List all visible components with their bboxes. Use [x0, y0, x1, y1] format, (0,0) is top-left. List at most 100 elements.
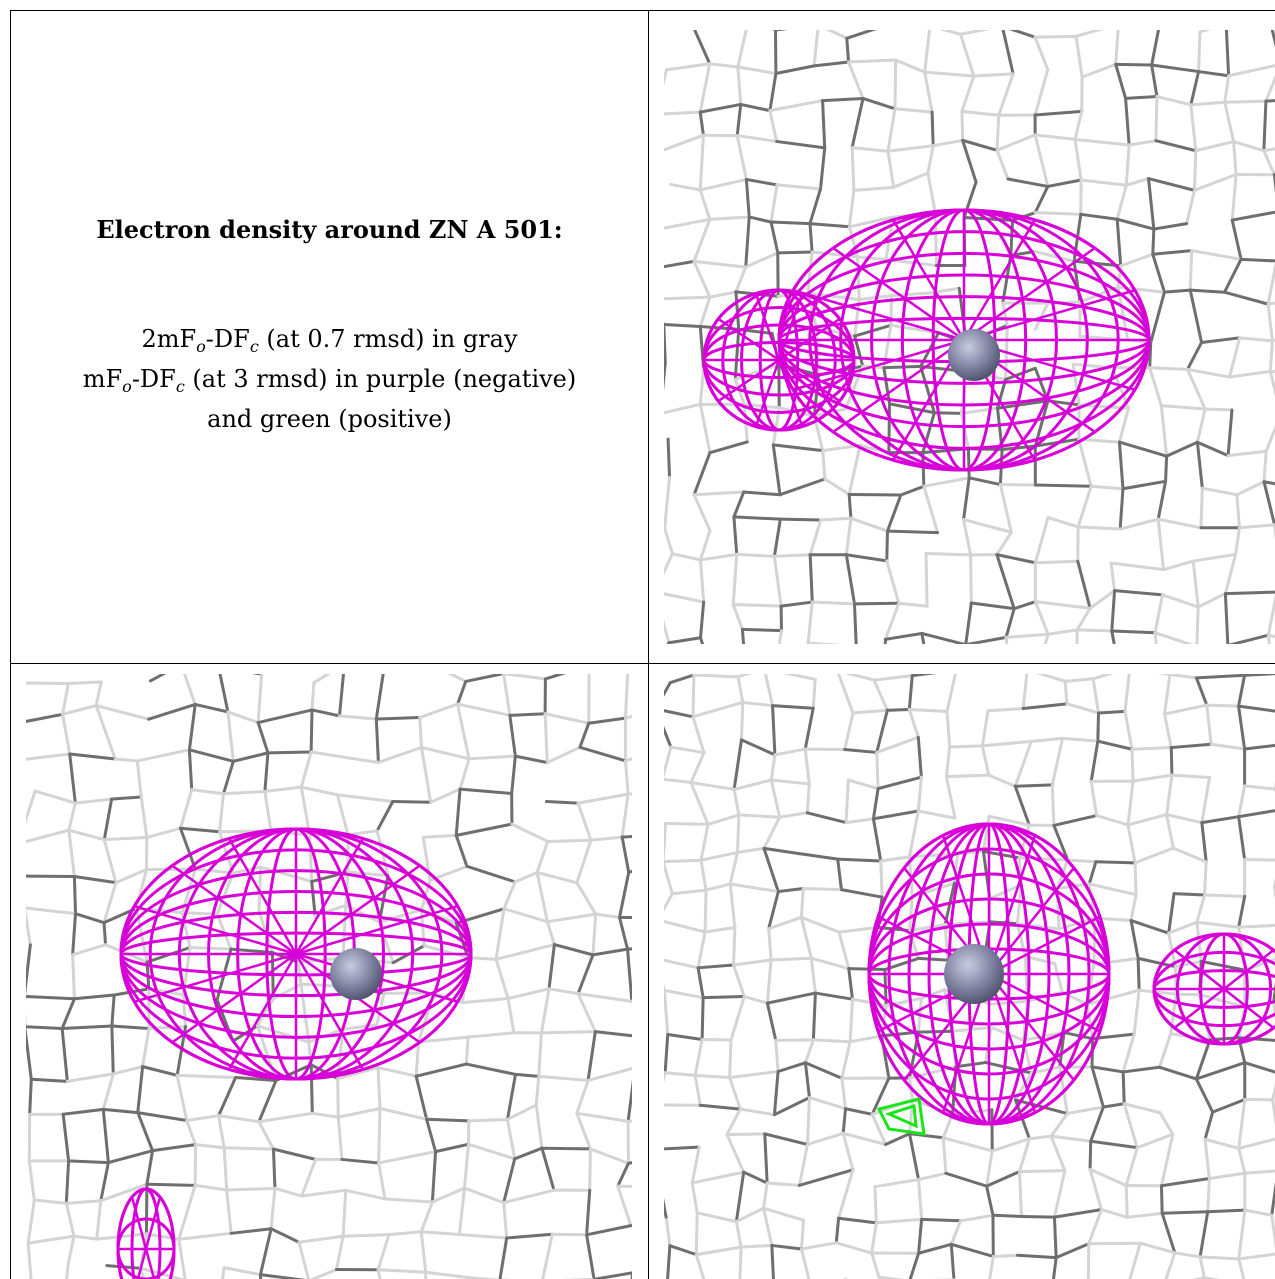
- legend-text: (at 0.7 rmsd) in gray: [258, 325, 518, 353]
- mesh-edge: [188, 945, 233, 951]
- mesh-edge: [797, 1168, 855, 1187]
- mesh-edge: [883, 637, 887, 644]
- mesh-edge: [61, 704, 98, 716]
- mesh-edge: [843, 748, 879, 754]
- mesh-edge: [616, 1161, 630, 1188]
- mesh-edge: [769, 220, 780, 255]
- mesh-edge: [728, 882, 780, 894]
- mesh-edge: [145, 826, 182, 839]
- mesh-edge: [1096, 739, 1134, 751]
- mesh-edge: [1165, 440, 1199, 458]
- mesh-edge: [1138, 1241, 1177, 1255]
- contour-edge: [133, 952, 297, 1004]
- mesh-edge: [1074, 30, 1104, 38]
- mesh-edge: [803, 706, 815, 751]
- mesh-edge: [980, 739, 1033, 748]
- mesh-edge: [1063, 679, 1069, 706]
- mesh-edge: [761, 1206, 774, 1247]
- mesh-edge: [66, 680, 103, 685]
- mesh-edge: [811, 991, 817, 1042]
- contour-edge: [832, 247, 965, 342]
- mesh-edge: [456, 702, 512, 717]
- mesh-edge: [376, 1066, 418, 1078]
- mesh-edge: [1223, 257, 1243, 294]
- mesh-edge: [391, 799, 433, 804]
- mesh-edge: [924, 552, 929, 608]
- mesh-edge: [775, 139, 827, 150]
- mesh-edge: [1243, 784, 1275, 791]
- mesh-edge: [419, 1200, 434, 1234]
- mesh-edge: [1203, 860, 1208, 897]
- mesh-edge: [852, 185, 896, 192]
- mesh-edge: [732, 515, 782, 521]
- mesh-edge: [620, 835, 631, 874]
- mesh-edge: [1266, 633, 1271, 644]
- mesh-edge: [1264, 425, 1275, 453]
- mesh-edge: [1160, 593, 1200, 609]
- positive-contour: [876, 1097, 926, 1136]
- mesh-edge: [72, 1234, 99, 1241]
- legend-line-fo-fc: mFo-DFc (at 3 rmsd) in purple (negative): [11, 363, 648, 403]
- mesh-edge: [376, 1268, 382, 1279]
- mesh-edge: [221, 1266, 226, 1279]
- mesh-edge: [585, 1233, 596, 1279]
- mesh-edge: [808, 187, 823, 226]
- mesh-edge: [334, 1234, 345, 1272]
- mesh-edge: [626, 947, 632, 1003]
- mesh-edge: [335, 793, 395, 803]
- mesh-edge: [225, 1186, 277, 1192]
- mesh-edge: [458, 757, 471, 791]
- mesh-edge: [701, 995, 746, 1000]
- mesh-edge: [26, 752, 72, 761]
- mesh-edge: [218, 674, 230, 714]
- mesh-edge: [1006, 177, 1050, 188]
- mesh-edge: [930, 110, 935, 148]
- mesh-edge: [141, 1065, 179, 1077]
- mesh-edge: [341, 1188, 348, 1238]
- mesh-edge: [1262, 480, 1275, 486]
- mesh-edge: [1223, 592, 1230, 644]
- mesh-edge: [664, 402, 702, 415]
- mesh-edge: [847, 493, 853, 520]
- contour-edge: [130, 1196, 148, 1250]
- mesh-edge: [1121, 479, 1168, 491]
- mesh-edge: [698, 110, 705, 137]
- mesh-edge: [984, 1061, 1033, 1075]
- mesh-edge: [836, 674, 855, 715]
- mesh-edge: [926, 171, 937, 215]
- mesh-edge: [732, 963, 746, 999]
- mesh-edge: [767, 915, 803, 931]
- mesh-edge: [310, 708, 341, 718]
- mesh-edge: [919, 364, 936, 415]
- mesh-edge: [1189, 70, 1201, 107]
- mesh-edge: [988, 1254, 995, 1279]
- mesh-edge: [545, 745, 582, 765]
- mesh-edge: [704, 882, 732, 892]
- mesh-edge: [910, 674, 937, 678]
- density-view-2: [26, 674, 632, 1279]
- mesh-edge: [699, 600, 706, 640]
- zinc-atom: [944, 944, 1004, 1004]
- mesh-edge: [1135, 1132, 1175, 1150]
- mesh-edge: [805, 1096, 811, 1146]
- mesh-edge: [378, 1106, 429, 1121]
- mesh-edge: [1033, 559, 1080, 565]
- mesh-edge: [1122, 1102, 1162, 1115]
- mesh-edge: [1075, 606, 1092, 632]
- mesh-edge: [1033, 211, 1083, 216]
- mesh-edge: [803, 1061, 844, 1080]
- mesh-edge: [1232, 140, 1266, 153]
- mesh-edge: [1188, 288, 1204, 344]
- mesh-edge: [782, 674, 817, 681]
- mesh-edge: [1268, 369, 1275, 397]
- mesh-edge: [740, 627, 746, 644]
- mesh-edge: [806, 641, 842, 644]
- mesh-edge: [734, 265, 748, 294]
- mesh-edge: [217, 1114, 261, 1124]
- mesh-edge: [899, 484, 926, 497]
- mesh-edge: [1076, 525, 1122, 531]
- mesh-edge: [494, 907, 506, 961]
- mesh-edge: [1165, 813, 1175, 850]
- mesh-edge: [110, 993, 116, 1028]
- mesh-edge: [1230, 218, 1243, 261]
